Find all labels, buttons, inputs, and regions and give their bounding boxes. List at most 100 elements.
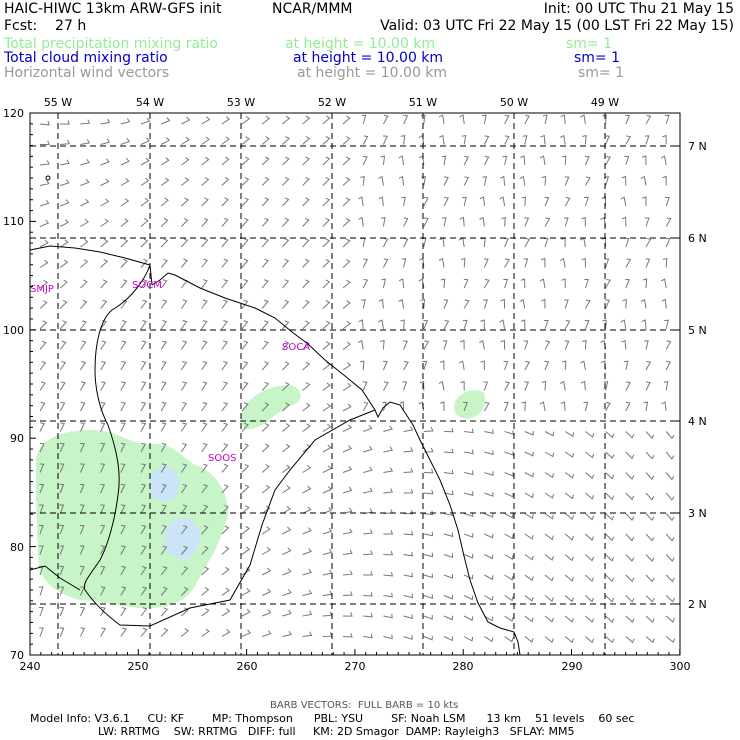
wind-barb (560, 401, 566, 412)
wind-barb (302, 115, 311, 125)
wind-barb (160, 361, 167, 371)
wind-barb (625, 636, 635, 644)
wind-barb (403, 614, 413, 620)
wind-barb (641, 196, 647, 207)
wind-barb (322, 136, 331, 145)
wind-barb (585, 533, 595, 541)
wind-barb (80, 198, 90, 207)
precip-shading (36, 385, 486, 609)
wind-barb (423, 635, 433, 641)
wind-barb (241, 238, 249, 248)
wind-barb (221, 381, 228, 391)
wind-barb (443, 553, 454, 558)
wind-barb (140, 177, 150, 186)
wind-barb (120, 463, 126, 473)
wind-barb (403, 551, 414, 557)
wind-barb (359, 360, 365, 371)
wind-barb (561, 237, 566, 248)
wind-barb (484, 512, 494, 518)
wind-barb (605, 451, 615, 459)
island-marker (45, 175, 51, 181)
wind-barb (221, 587, 230, 596)
wind-barb (423, 447, 434, 453)
wind-barb (544, 492, 554, 499)
wind-barb (160, 299, 168, 309)
wind-barb (282, 464, 291, 473)
field-precip-height: at height = 10.00 km (285, 36, 436, 52)
wind-barb (201, 443, 208, 453)
wind-barb (221, 136, 230, 145)
wind-barb (358, 216, 364, 227)
wind-barb (241, 505, 250, 514)
wind-barb (221, 299, 229, 309)
wind-barb (241, 463, 250, 473)
wind-barb (120, 524, 126, 535)
wind-barb (459, 114, 465, 125)
grid-x-label: 290 (562, 660, 583, 673)
wind-barb (59, 299, 68, 309)
wind-barb (604, 258, 610, 268)
wind-barb (645, 492, 655, 501)
wind-barb (383, 592, 393, 598)
wind-barb (663, 380, 669, 391)
wind-barb (201, 422, 208, 432)
wind-barb (201, 607, 210, 617)
wind-barb (443, 490, 454, 496)
lon-label: 55 W (44, 96, 72, 109)
wind-barb (79, 340, 87, 350)
wind-barb (160, 177, 170, 186)
wind-barb (423, 510, 434, 516)
wind-barb (221, 422, 229, 432)
wind-barb (420, 298, 426, 309)
wind-barb (100, 279, 108, 289)
grid-y-label: 110 (3, 215, 24, 228)
wind-barb (423, 319, 429, 330)
wind-barb (180, 381, 187, 391)
top-axis: 55 W 54 W 53 W 52 W 51 W 50 W 49 W (44, 96, 619, 109)
wind-barb (201, 381, 208, 391)
wind-barb (503, 278, 509, 289)
wind-barb (443, 594, 454, 600)
wind-barb (140, 422, 147, 432)
wind-barb (201, 628, 210, 637)
grid-y-label: 80 (10, 541, 24, 554)
wind-barb (241, 567, 251, 576)
station-socm: SOCM (132, 280, 162, 291)
wind-barb (241, 629, 252, 637)
wind-barb (625, 574, 635, 583)
wind-barb (59, 606, 65, 617)
wind-barb (120, 279, 128, 289)
wind-barb (539, 278, 546, 289)
wind-barb (544, 360, 550, 371)
wind-barb (381, 278, 387, 289)
wind-barb (645, 114, 652, 125)
wind-barb (504, 135, 510, 145)
wind-barb (322, 506, 333, 514)
wind-barb (460, 380, 465, 391)
wind-barb (79, 524, 85, 535)
wind-barb (60, 159, 70, 166)
bottom-axis: 240 250 260 270 280 290 300 (20, 660, 691, 673)
wind-barb (564, 451, 575, 458)
wind-barb (585, 513, 595, 521)
wind-barb (585, 615, 595, 623)
wind-barb (322, 611, 333, 617)
wind-barb (561, 360, 567, 371)
wind-barb (504, 492, 514, 498)
wind-barb (221, 320, 228, 330)
wind-barb (342, 197, 351, 207)
wind-barb (439, 237, 445, 248)
wind-barb (221, 629, 231, 637)
wind-barb (484, 595, 494, 601)
wind-barb (443, 176, 449, 186)
left-axis: 120 110 100 90 80 70 (3, 107, 24, 662)
wind-barb (463, 299, 470, 309)
wind-barb (120, 504, 126, 514)
wind-barb (221, 279, 229, 289)
wind-barb (523, 258, 529, 268)
wind-barb (561, 155, 567, 166)
wind-barb (382, 360, 388, 371)
wind-barb (564, 340, 570, 350)
wind-barb (482, 176, 488, 186)
wind-barb (504, 471, 514, 477)
